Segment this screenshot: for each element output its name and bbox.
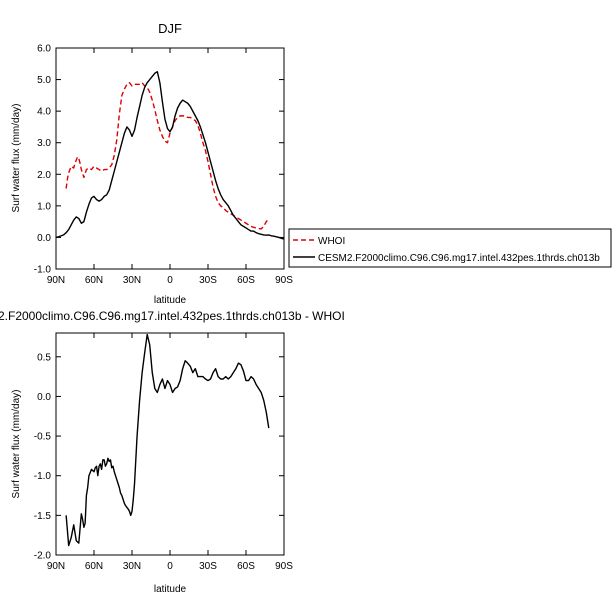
bottom-chart-title: 2.F2000climo.C96.C96.mg17.intel.432pes.1… [0, 309, 345, 323]
top-chart-title: DJF [158, 21, 182, 36]
series-line-cesm2 [55, 70, 285, 240]
y-tick-label: -1.0 [34, 471, 52, 482]
x-tick-label: 30N [123, 561, 141, 572]
top-chart-plot-frame [55, 47, 285, 270]
y-tick-label: 4.0 [37, 107, 51, 118]
top-chart-panel: DJF 90N 60N 30N 0 30S 60S 90S -1.0 0.0 1.0 2.0 3.0… [11, 21, 293, 306]
bottom-chart-plot-frame [55, 332, 285, 556]
legend: WHOI CESM2.F2000climo.C96.C96.mg17.intel… [288, 228, 612, 268]
x-tick-label: 0 [167, 561, 173, 572]
y-tick-label: -1.0 [34, 265, 52, 276]
bottom-chart-x-axis-label: latitude [154, 584, 187, 595]
x-tick-label: 60S [237, 275, 255, 286]
x-tick-label: 90S [275, 561, 293, 572]
y-tick-label: 6.0 [37, 44, 51, 55]
series-line-difference [65, 333, 270, 547]
x-tick-label: 90S [275, 275, 293, 286]
y-tick-label: 0.0 [37, 392, 51, 403]
y-tick-label: 2.0 [37, 170, 51, 181]
x-tick-label: 60N [85, 275, 103, 286]
legend-label-cesm2: CESM2.F2000climo.C96.C96.mg17.intel.432p… [318, 253, 600, 264]
x-tick-label: 30N [123, 275, 141, 286]
legend-box [288, 228, 612, 268]
series-line-whoi [65, 82, 270, 230]
y-tick-label: -1.5 [34, 511, 52, 522]
y-tick-label: -2.0 [34, 551, 52, 562]
y-tick-label: 1.0 [37, 201, 51, 212]
x-tick-label: 90N [47, 561, 65, 572]
bottom-chart-panel: 2.F2000climo.C96.C96.mg17.intel.432pes.1… [0, 309, 345, 595]
y-tick-label: 5.0 [37, 75, 51, 86]
y-tick-label: 0.0 [37, 233, 51, 244]
x-tick-label: 30S [199, 275, 217, 286]
y-tick-label: 3.0 [37, 138, 51, 149]
x-tick-label: 30S [199, 561, 217, 572]
x-tick-label: 60S [237, 561, 255, 572]
y-tick-label: -0.5 [34, 432, 52, 443]
legend-label-whoi: WHOI [318, 236, 345, 247]
top-chart-x-axis-label: latitude [154, 295, 187, 306]
top-chart-y-axis-label: Surf water flux (mm/day) [11, 104, 22, 213]
y-tick-label: 0.5 [37, 352, 51, 363]
bottom-chart-y-axis-label: Surf water flux (mm/day) [11, 390, 22, 499]
x-tick-label: 60N [85, 561, 103, 572]
x-tick-label: 0 [167, 275, 173, 286]
x-tick-label: 90N [47, 275, 65, 286]
